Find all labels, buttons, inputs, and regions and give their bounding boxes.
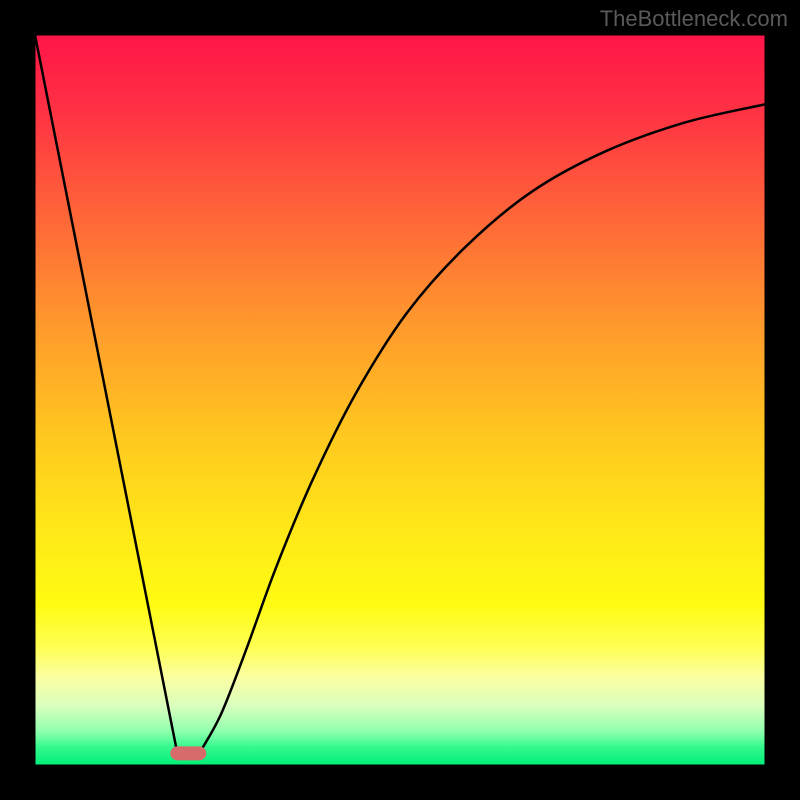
watermark-text: TheBottleneck.com: [600, 6, 788, 32]
chart-svg: [0, 0, 800, 800]
chart-container: TheBottleneck.com: [0, 0, 800, 800]
plot-background: [35, 35, 765, 765]
minimum-marker: [170, 746, 206, 760]
